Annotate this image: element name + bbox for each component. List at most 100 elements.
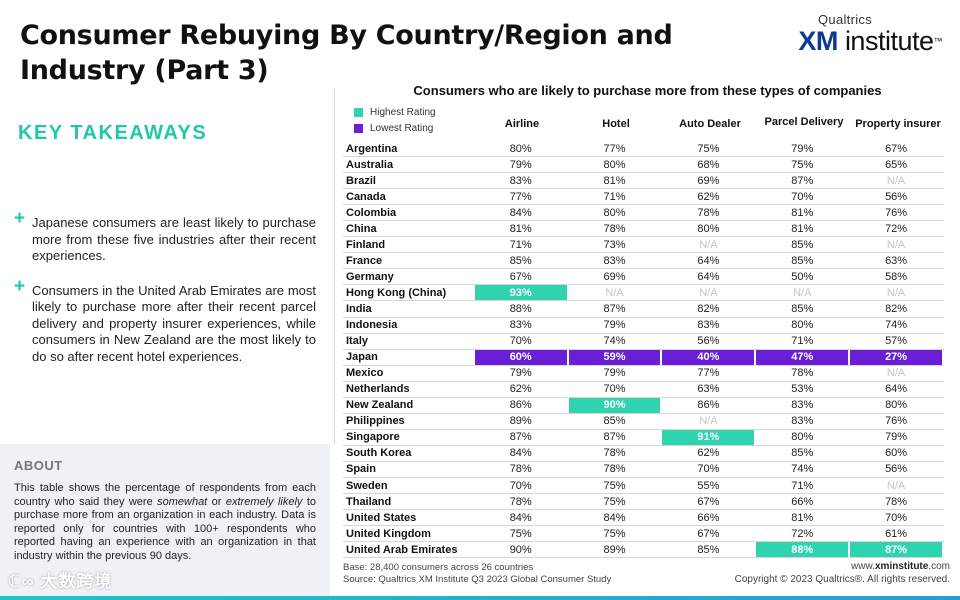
table-cell: 71%: [791, 479, 814, 492]
table-cell: 79%: [509, 367, 532, 380]
table-cell: 85%: [791, 254, 814, 267]
country-label: Philippines: [346, 415, 405, 428]
bottom-accent-bar: [0, 596, 960, 600]
table-cell: 78%: [603, 447, 626, 460]
table-cell: 90%: [568, 397, 661, 413]
table-cell: 83%: [697, 319, 720, 332]
watermark: ℂ∞ 大数跨境: [8, 572, 113, 591]
table-cell: N/A: [886, 479, 906, 492]
country-label: United Arab Emirates: [346, 543, 458, 556]
table-cell: 87%: [603, 431, 626, 444]
takeaway-text: Japanese consumers are least likely to p…: [32, 215, 316, 263]
table-cell: 81%: [603, 174, 626, 187]
table-row: Italy 70% 74% 56% 71% 57%: [343, 334, 944, 350]
table-cell: 84%: [509, 447, 532, 460]
table-cell: 65%: [885, 158, 908, 171]
logo-xm-institute: XM institute™: [798, 27, 942, 55]
table-cell: 80%: [509, 142, 532, 155]
table-cell: N/A: [886, 286, 906, 299]
table-row: Australia 79% 80% 68% 75% 65%: [343, 157, 944, 174]
table-cell: 63%: [885, 254, 908, 267]
about-text-part: or: [207, 495, 226, 508]
table-cell: 77%: [697, 367, 720, 380]
website-link[interactable]: www.xminstitute.com: [735, 560, 950, 573]
table-row: New Zealand 86% 90% 86% 83% 80%: [343, 397, 944, 414]
logo-trademark: ™: [933, 36, 943, 46]
about-panel: ABOUT This table shows the percentage of…: [0, 444, 330, 600]
country-label: Colombia: [346, 206, 397, 219]
table-cell: 78%: [509, 495, 532, 508]
table-cell: 66%: [791, 495, 814, 508]
table-cell: 81%: [509, 222, 532, 235]
takeaway-item: + Japanese consumers are least likely to…: [14, 209, 316, 265]
legend-label-low: Lowest Rating: [370, 122, 434, 134]
table-cell: 70%: [697, 463, 720, 476]
table-cell: 72%: [885, 222, 908, 235]
table-cell: 83%: [791, 399, 814, 412]
table-row: Hong Kong (China) 93% N/A N/A N/A N/A: [343, 285, 944, 302]
key-takeaways-heading: KEY TAKEAWAYS: [18, 122, 208, 144]
table-cell: 93%: [474, 285, 567, 301]
table-cell: 85%: [603, 415, 626, 428]
about-emphasis: extremely likely: [225, 495, 303, 508]
table-cell: 67%: [885, 142, 908, 155]
column-header-airline: Airline: [504, 118, 540, 130]
country-label: Finland: [346, 238, 386, 251]
table-cell: 68%: [697, 158, 720, 171]
country-label: United Kingdom: [346, 527, 431, 540]
table-cell: 61%: [885, 527, 908, 540]
table-row: United Arab Emirates 90% 89% 85% 88% 87%: [343, 542, 944, 559]
website-prefix: www.: [851, 561, 875, 572]
table-cell: 80%: [791, 431, 814, 444]
table-cell: 71%: [791, 335, 814, 348]
table-cell: 67%: [697, 495, 720, 508]
table-cell: 62%: [509, 383, 532, 396]
table-cell: 76%: [885, 415, 908, 428]
legend-label-high: Highest Rating: [370, 106, 436, 118]
table-row: China 81% 78% 80% 81% 72%: [343, 221, 944, 238]
table-cell: 83%: [509, 174, 532, 187]
table-cell: 60%: [885, 447, 908, 460]
table-cell: 79%: [603, 367, 626, 380]
table-cell: 90%: [509, 543, 532, 556]
table-cell: 81%: [791, 511, 814, 524]
table-cell: 70%: [791, 190, 814, 203]
table-cell: 27%: [850, 349, 942, 365]
table-title: Consumers who are likely to purchase mor…: [413, 83, 882, 98]
website-suffix: .com: [928, 561, 950, 572]
country-label: South Korea: [346, 447, 412, 460]
table-cell: 75%: [603, 479, 626, 492]
table-row: India 88% 87% 82% 85% 82%: [343, 301, 944, 318]
table-cell: N/A: [699, 238, 718, 251]
table-cell: 77%: [603, 142, 626, 155]
table-cell: 83%: [791, 415, 814, 428]
table-cell: 73%: [603, 238, 626, 251]
table-row: United States 84% 84% 66% 81% 70%: [343, 510, 944, 527]
country-label: Sweden: [346, 479, 388, 492]
table-cell: 40%: [662, 349, 755, 365]
table-row: Singapore 87% 87% 91% 80% 79%: [343, 429, 944, 446]
table-cell: 91%: [662, 429, 755, 445]
country-label: Brazil: [346, 174, 376, 187]
table-cell: 85%: [791, 447, 814, 460]
footnote: Base: 28,400 consumers across 26 countri…: [343, 562, 611, 586]
copyright: Copyright © 2023 Qualtrics®. All rights …: [734, 574, 950, 585]
column-header-auto-dealer: Auto Dealer: [679, 118, 741, 130]
logo-qualtrics: Qualtrics: [818, 12, 872, 27]
table-cell: 82%: [885, 302, 908, 315]
table-cell: N/A: [793, 286, 812, 299]
table-cell: 70%: [885, 511, 908, 524]
country-label: Indonesia: [346, 319, 398, 332]
table-cell: 78%: [697, 206, 720, 219]
website-name: xminstitute: [874, 561, 929, 572]
table-cell: 53%: [791, 383, 814, 396]
table-cell: 71%: [603, 190, 626, 203]
table-cell: 80%: [791, 319, 814, 332]
table-cell: 81%: [791, 222, 814, 235]
table-cell: 55%: [697, 479, 720, 492]
table-cell: 75%: [697, 142, 720, 155]
table-cell: N/A: [699, 286, 718, 299]
table-cell: 87%: [509, 431, 532, 444]
table-cell: 89%: [509, 415, 532, 428]
table-cell: N/A: [886, 238, 906, 251]
